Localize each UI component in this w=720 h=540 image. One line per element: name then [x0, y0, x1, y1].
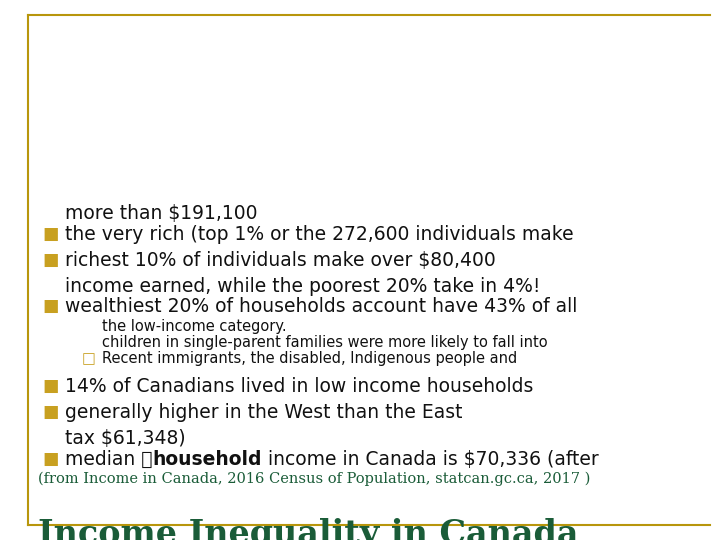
Text: ■: ■	[42, 450, 58, 468]
Text: tax $61,348): tax $61,348)	[65, 429, 186, 448]
Text: ■: ■	[42, 251, 58, 268]
Text: ■: ■	[42, 403, 58, 421]
Text: ■: ■	[42, 298, 58, 315]
Text: (from Income in Canada, 2016 Census of Population, statcan.gc.ca, 2017 ): (from Income in Canada, 2016 Census of P…	[38, 472, 590, 487]
Text: 14% of Canadians lived in low income households: 14% of Canadians lived in low income hou…	[65, 377, 534, 396]
Text: richest 10% of individuals make over $80,400: richest 10% of individuals make over $80…	[65, 251, 496, 269]
Text: children in single-parent families were more likely to fall into: children in single-parent families were …	[102, 335, 548, 350]
Text: income earned, while the poorest 20% take in 4%!: income earned, while the poorest 20% tak…	[65, 276, 541, 295]
Text: more than $191,100: more than $191,100	[65, 204, 258, 223]
Text: income in Canada is $70,336 (after: income in Canada is $70,336 (after	[262, 450, 599, 469]
Text: household: household	[153, 450, 262, 469]
Text: median : median 	[65, 450, 153, 469]
Text: the very rich (top 1% or the 272,600 individuals make: the very rich (top 1% or the 272,600 ind…	[65, 225, 574, 244]
Text: Recent immigrants, the disabled, Indigenous people and: Recent immigrants, the disabled, Indigen…	[102, 352, 517, 366]
Text: the low-income category.: the low-income category.	[102, 319, 287, 334]
Text: ■: ■	[42, 377, 58, 395]
Text: □: □	[82, 352, 96, 366]
Text: Income Inequality in Canada: Income Inequality in Canada	[38, 518, 578, 540]
Text: ■: ■	[42, 225, 58, 242]
Text: wealthiest 20% of households account have 43% of all: wealthiest 20% of households account hav…	[65, 298, 577, 316]
Text: generally higher in the West than the East: generally higher in the West than the Ea…	[65, 403, 462, 422]
